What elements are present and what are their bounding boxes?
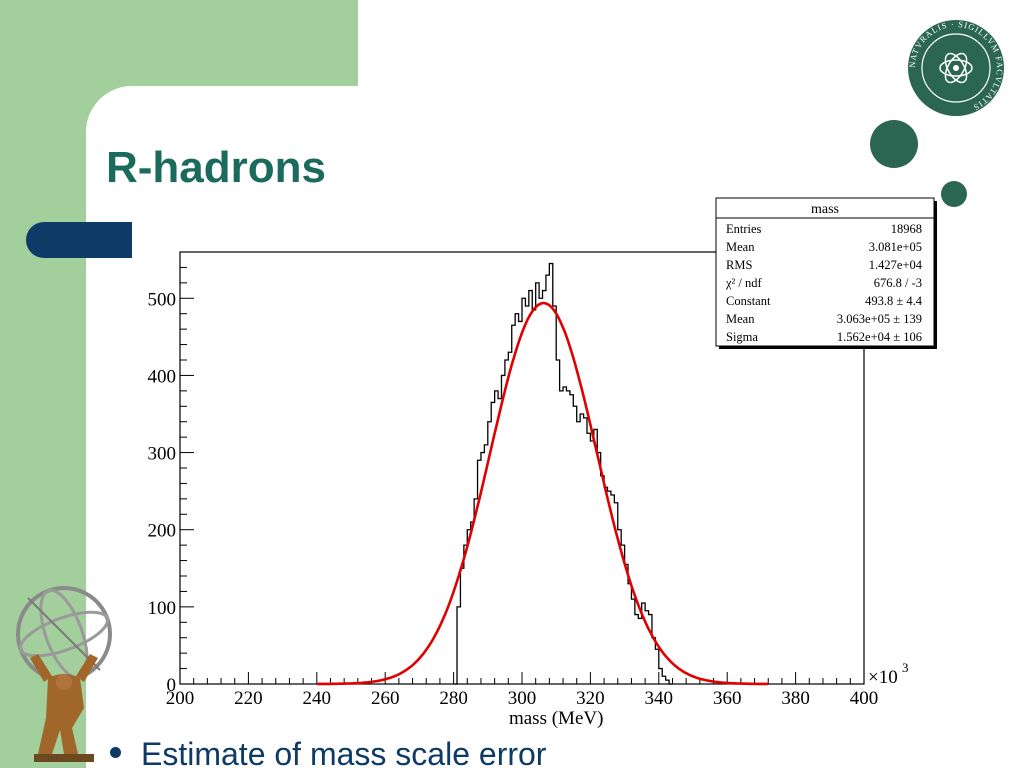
histogram-bar (498, 399, 501, 684)
histogram-bar (553, 306, 556, 684)
x-tick-label: 400 (850, 688, 879, 709)
histogram-bar (604, 487, 607, 684)
histogram-bar (543, 291, 546, 684)
histogram-bar (638, 618, 641, 684)
histogram-bar (539, 298, 542, 684)
bullet-item: Estimate of mass scale error (110, 736, 546, 773)
x-tick-label: 260 (371, 688, 400, 709)
stats-box-title: mass (811, 202, 839, 217)
histogram-bar (563, 387, 566, 684)
histogram-bar (515, 314, 518, 684)
x-tick-label: 380 (781, 688, 810, 709)
histogram-bar (512, 325, 515, 684)
x-multiplier-exponent: 3 (902, 660, 909, 675)
histogram-bar (601, 476, 604, 684)
bullet-text: Estimate of mass scale error (141, 736, 547, 772)
university-seal-icon: NATVRALIS · SIGILLVM FACVLTATIS (907, 19, 1004, 116)
y-tick-label: 0 (167, 675, 177, 696)
y-tick-label: 500 (148, 289, 177, 310)
histogram-bar (467, 530, 470, 684)
histogram-bar (546, 275, 549, 684)
histogram-bar (536, 283, 539, 684)
histogram-bar (556, 360, 559, 684)
x-tick-label: 240 (303, 688, 332, 709)
x-axis-label: mass (MeV) (509, 708, 603, 729)
stats-row-label: Entries (726, 222, 762, 236)
histogram-bar (587, 433, 590, 684)
histogram-outline (453, 262, 673, 685)
stats-row-value: 18968 (891, 222, 922, 236)
stats-row-value: 493.8 ± 4.4 (865, 294, 923, 308)
histogram-bar (560, 391, 563, 684)
histogram-bar (597, 453, 600, 684)
slide-title: R-hadrons (106, 143, 326, 192)
x-tick-label: 220 (234, 688, 263, 709)
histogram-bar (570, 395, 573, 684)
stats-row-label: χ² / ndf (725, 276, 763, 290)
stats-row-label: RMS (726, 258, 752, 272)
x-tick-label: 300 (508, 688, 537, 709)
x-tick-label: 340 (645, 688, 674, 709)
histogram-bar (635, 615, 638, 684)
y-tick-label: 200 (148, 521, 177, 542)
y-tick-label: 100 (148, 598, 177, 619)
stats-row-value: 1.427e+04 (869, 258, 923, 272)
navy-accent-bar (26, 222, 132, 258)
stats-box (715, 197, 935, 347)
histogram-bar (549, 264, 552, 684)
gaussian-fit-curve (316, 301, 769, 686)
stats-row-value: 1.562e+04 ± 106 (837, 330, 922, 344)
histogram-bar (532, 310, 535, 684)
histogram-bar (471, 522, 474, 684)
histogram-bar (573, 406, 576, 684)
stats-row-label: Mean (726, 312, 755, 326)
stats-row-label: Constant (726, 294, 771, 308)
histogram-bar (580, 414, 583, 684)
stats-row-value: 676.8 / -3 (874, 276, 922, 290)
x-tick-label: 360 (713, 688, 742, 709)
atlas-statue-icon (16, 586, 112, 762)
histogram-bar (590, 441, 593, 684)
histogram-bar (519, 321, 522, 684)
x-tick-label: 320 (576, 688, 605, 709)
histogram-bar (594, 429, 597, 684)
histogram-bar (608, 491, 611, 684)
histogram-bar (508, 352, 511, 684)
stats-row-value: 3.081e+05 (869, 240, 922, 254)
histogram-bar (584, 418, 587, 684)
histogram-bar (474, 499, 477, 684)
stats-row-label: Mean (726, 240, 755, 254)
histogram-bar (522, 298, 525, 684)
stats-row-label: Sigma (726, 330, 758, 344)
histogram-bar (501, 375, 504, 684)
histogram-bar (525, 306, 528, 684)
bullet-dot-icon (110, 747, 121, 759)
x-tick-label: 280 (439, 688, 468, 709)
histogram-bar (529, 291, 532, 684)
x-multiplier-label: ×10 (868, 667, 898, 688)
decorative-dot-small (941, 181, 967, 207)
y-tick-label: 400 (148, 366, 177, 387)
histogram-bar (566, 391, 569, 684)
histogram-bar (505, 360, 508, 684)
histogram-bar (577, 422, 580, 684)
x-tick-label: 200 (166, 688, 195, 709)
stats-row-value: 3.063e+05 ± 139 (837, 312, 922, 326)
y-tick-label: 300 (148, 444, 177, 465)
decorative-dot-large (870, 120, 918, 168)
